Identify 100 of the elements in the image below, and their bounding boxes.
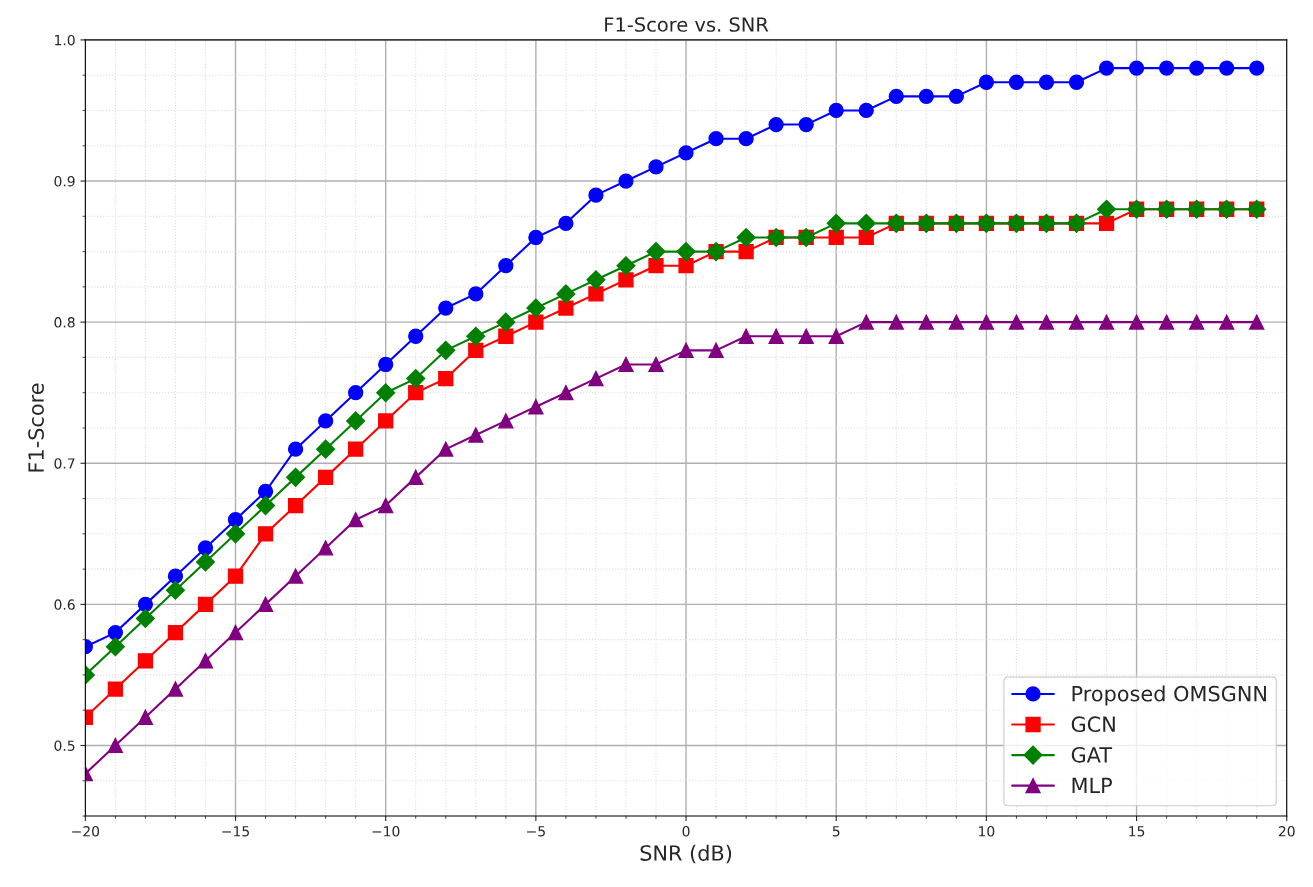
y-tick-label: 0.6 xyxy=(54,599,75,610)
y-tick-label: 0.7 xyxy=(54,458,75,469)
y-tick-label: 0.5 xyxy=(54,740,75,751)
point xyxy=(1158,314,1175,330)
point xyxy=(167,681,184,697)
point xyxy=(828,229,844,246)
point xyxy=(167,624,184,641)
point xyxy=(436,340,456,360)
y-axis-title: F1-Score xyxy=(28,383,44,472)
point xyxy=(526,298,546,318)
point xyxy=(558,215,574,232)
point xyxy=(438,441,454,457)
point xyxy=(468,286,484,302)
point xyxy=(1038,74,1055,90)
point xyxy=(1249,60,1265,76)
point xyxy=(856,213,876,233)
point xyxy=(528,399,544,415)
point xyxy=(1219,60,1235,76)
point xyxy=(1038,314,1055,330)
y-tick-label: 0.8 xyxy=(54,317,75,328)
point xyxy=(316,439,336,459)
x-tick-label: 10 xyxy=(979,826,995,837)
y-tick-label: 0.9 xyxy=(54,176,75,187)
point xyxy=(1188,60,1205,76)
point xyxy=(376,383,396,403)
point xyxy=(738,131,754,147)
point xyxy=(286,467,306,487)
x-tick-label: −10 xyxy=(372,826,400,837)
y-tick-label: 1.0 xyxy=(55,34,75,46)
point xyxy=(105,637,125,657)
point xyxy=(197,596,214,613)
point xyxy=(798,328,814,344)
point xyxy=(768,116,784,133)
point xyxy=(498,258,514,274)
x-tick-label: 20 xyxy=(1278,826,1295,837)
point xyxy=(556,284,576,304)
point xyxy=(948,314,964,330)
point xyxy=(466,326,486,346)
point xyxy=(137,596,154,613)
point xyxy=(918,88,934,104)
point xyxy=(648,356,664,373)
point xyxy=(137,653,154,669)
point xyxy=(438,300,454,316)
point xyxy=(646,242,666,262)
point xyxy=(408,469,424,486)
point xyxy=(1008,314,1025,330)
point xyxy=(558,300,574,316)
point xyxy=(1068,314,1085,330)
point xyxy=(588,286,604,302)
legend-label: Proposed OMSGNN xyxy=(1072,685,1266,706)
point xyxy=(1158,60,1175,76)
point xyxy=(257,483,274,500)
point xyxy=(528,229,544,246)
x-tick-label: −5 xyxy=(527,826,545,837)
point xyxy=(618,356,634,373)
point xyxy=(408,385,424,401)
point xyxy=(618,272,634,288)
point xyxy=(978,314,995,330)
point xyxy=(528,314,544,330)
point xyxy=(317,540,334,556)
point xyxy=(858,314,874,330)
point xyxy=(1249,314,1265,330)
point xyxy=(257,526,274,542)
point xyxy=(588,370,604,387)
point xyxy=(287,568,304,584)
point xyxy=(888,314,904,330)
point xyxy=(738,243,754,260)
point xyxy=(1098,314,1115,330)
point xyxy=(197,540,214,556)
point xyxy=(648,159,664,175)
point xyxy=(107,737,124,754)
x-tick-label: 15 xyxy=(1129,826,1145,837)
point xyxy=(378,356,394,373)
point xyxy=(378,413,394,429)
point xyxy=(227,624,244,641)
point xyxy=(648,258,664,274)
point xyxy=(676,242,696,262)
point xyxy=(678,145,694,161)
point xyxy=(468,427,484,443)
point xyxy=(287,497,304,514)
point xyxy=(1098,215,1115,232)
point xyxy=(137,709,154,725)
point xyxy=(586,270,606,290)
x-axis-title: SNR (dB) xyxy=(640,844,732,864)
point xyxy=(798,116,814,133)
point xyxy=(438,370,454,387)
legend-label: MLP xyxy=(1072,777,1112,793)
point xyxy=(948,88,964,104)
point xyxy=(317,413,334,429)
x-tick-label: −15 xyxy=(222,826,249,837)
point xyxy=(195,552,216,572)
x-tick-label: −20 xyxy=(72,826,100,837)
point xyxy=(468,342,484,359)
point xyxy=(167,568,184,584)
point xyxy=(678,342,694,359)
point xyxy=(1096,199,1117,219)
point xyxy=(736,227,756,248)
point xyxy=(406,369,426,389)
point xyxy=(918,314,934,330)
point xyxy=(1219,314,1235,330)
